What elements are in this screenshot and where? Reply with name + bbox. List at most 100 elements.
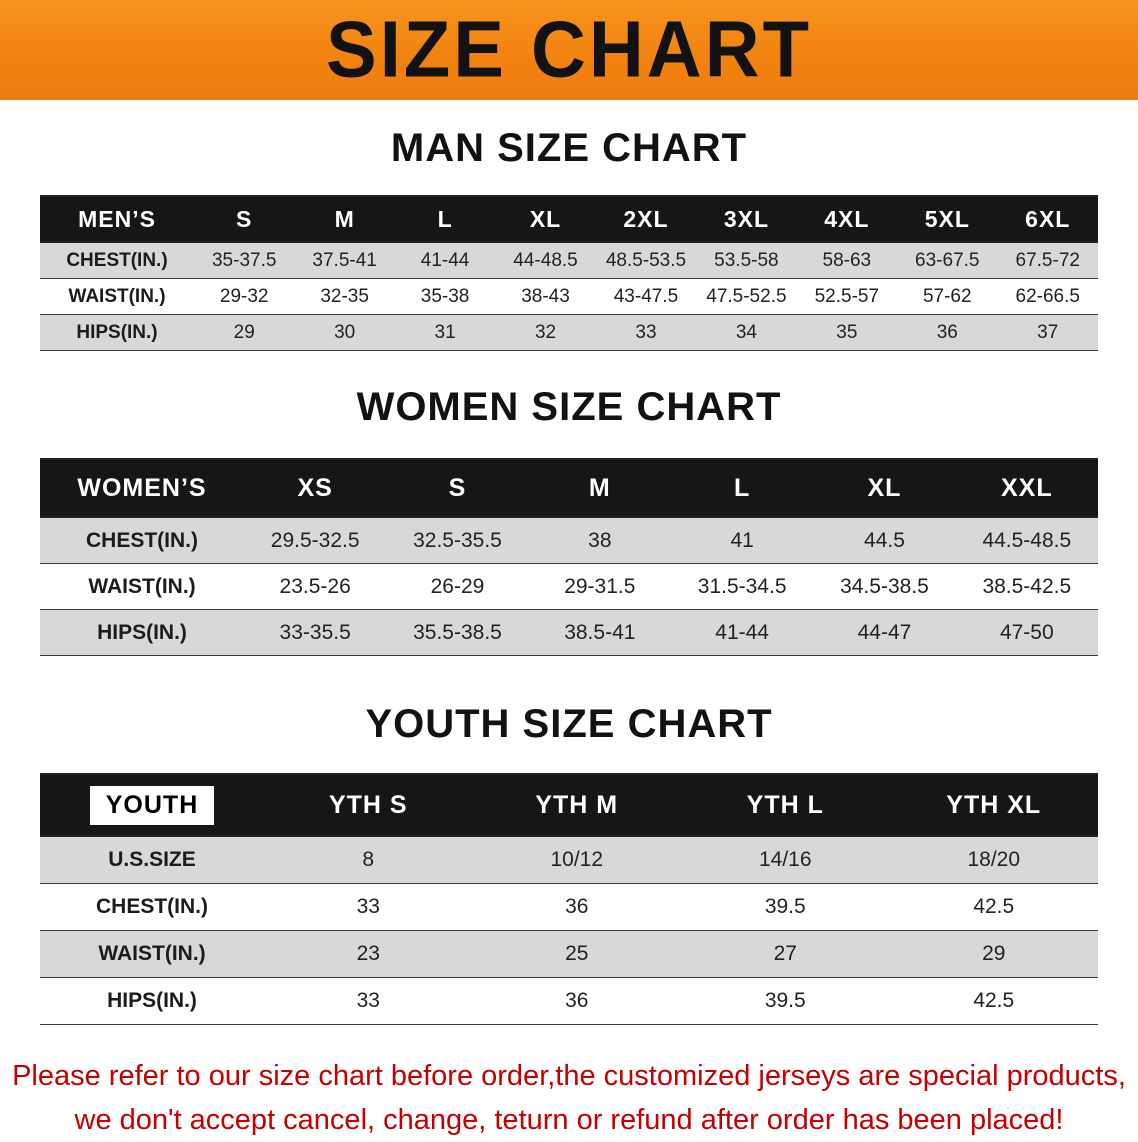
size-value-cell: 44.5 — [813, 517, 955, 564]
row-label: HIPS(IN.) — [40, 315, 194, 351]
size-value-cell: 38-43 — [495, 279, 595, 315]
size-value-cell: 29 — [890, 931, 1099, 978]
size-value-cell: 31 — [395, 315, 495, 351]
column-header: YTH M — [473, 774, 682, 836]
youth-size-chart-heading: YOUTH SIZE CHART — [0, 702, 1138, 747]
size-value-cell: 39.5 — [681, 978, 890, 1025]
size-value-cell: 29-31.5 — [529, 564, 671, 610]
column-header: XL — [495, 196, 595, 242]
size-value-cell: 35-38 — [395, 279, 495, 315]
size-value-cell: 29-32 — [194, 279, 294, 315]
column-header: 3XL — [696, 196, 796, 242]
size-value-cell: 23 — [264, 931, 473, 978]
size-value-cell: 29.5-32.5 — [244, 517, 386, 564]
size-value-cell: 44.5-48.5 — [956, 517, 1098, 564]
size-value-cell: 30 — [294, 315, 394, 351]
column-header: YTH S — [264, 774, 473, 836]
size-value-cell: 42.5 — [890, 884, 1099, 931]
row-label: HIPS(IN.) — [40, 978, 264, 1025]
size-value-cell: 57-62 — [897, 279, 997, 315]
size-value-cell: 35 — [797, 315, 897, 351]
column-header: S — [194, 196, 294, 242]
size-value-cell: 37.5-41 — [294, 242, 394, 279]
footnote-line-1: Please refer to our size chart before or… — [0, 1055, 1138, 1099]
size-value-cell: 35-37.5 — [194, 242, 294, 279]
size-value-cell: 42.5 — [890, 978, 1099, 1025]
size-value-cell: 8 — [264, 836, 473, 884]
row-label: WAIST(IN.) — [40, 931, 264, 978]
size-value-cell: 33 — [264, 978, 473, 1025]
size-value-cell: 39.5 — [681, 884, 890, 931]
row-label: CHEST(IN.) — [40, 242, 194, 279]
column-header: XL — [813, 459, 955, 517]
size-value-cell: 33 — [596, 315, 696, 351]
size-value-cell: 44-48.5 — [495, 242, 595, 279]
size-value-cell: 44-47 — [813, 610, 955, 656]
table-title-cell: WOMEN’S — [40, 459, 244, 517]
size-value-cell: 53.5-58 — [696, 242, 796, 279]
size-value-cell: 34.5-38.5 — [813, 564, 955, 610]
size-value-cell: 52.5-57 — [797, 279, 897, 315]
size-value-cell: 36 — [473, 978, 682, 1025]
size-value-cell: 35.5-38.5 — [386, 610, 528, 656]
size-value-cell: 41 — [671, 517, 813, 564]
column-header: M — [529, 459, 671, 517]
size-value-cell: 32-35 — [294, 279, 394, 315]
column-header: 5XL — [897, 196, 997, 242]
table-title-label: MEN’S — [78, 206, 156, 232]
size-value-cell: 36 — [473, 884, 682, 931]
size-value-cell: 47.5-52.5 — [696, 279, 796, 315]
row-label: CHEST(IN.) — [40, 884, 264, 931]
row-label: U.S.SIZE — [40, 836, 264, 884]
size-value-cell: 47-50 — [956, 610, 1098, 656]
column-header: L — [671, 459, 813, 517]
size-value-cell: 26-29 — [386, 564, 528, 610]
size-value-cell: 10/12 — [473, 836, 682, 884]
size-value-cell: 63-67.5 — [897, 242, 997, 279]
footnote-line-2: we don't accept cancel, change, teturn o… — [0, 1099, 1138, 1142]
man-size-chart-heading: MAN SIZE CHART — [0, 126, 1138, 171]
row-label: HIPS(IN.) — [40, 610, 244, 656]
size-value-cell: 14/16 — [681, 836, 890, 884]
table-title-cell: MEN’S — [40, 196, 194, 242]
row-label: WAIST(IN.) — [40, 564, 244, 610]
size-value-cell: 37 — [998, 315, 1099, 351]
column-header: XS — [244, 459, 386, 517]
size-chart-banner: SIZE CHART — [0, 0, 1138, 100]
column-header: 6XL — [998, 196, 1099, 242]
column-header: 2XL — [596, 196, 696, 242]
size-value-cell: 31.5-34.5 — [671, 564, 813, 610]
size-value-cell: 43-47.5 — [596, 279, 696, 315]
row-label: WAIST(IN.) — [40, 279, 194, 315]
footnote-disclaimer: Please refer to our size chart before or… — [0, 1055, 1138, 1142]
size-value-cell: 38.5-42.5 — [956, 564, 1098, 610]
size-value-cell: 32.5-35.5 — [386, 517, 528, 564]
column-header: YTH XL — [890, 774, 1099, 836]
column-header: YTH L — [681, 774, 890, 836]
table-title-label: WOMEN’S — [77, 474, 206, 502]
table-title-label: YOUTH — [90, 786, 215, 825]
column-header: XXL — [956, 459, 1098, 517]
size-value-cell: 18/20 — [890, 836, 1099, 884]
size-value-cell: 32 — [495, 315, 595, 351]
size-value-cell: 48.5-53.5 — [596, 242, 696, 279]
size-value-cell: 29 — [194, 315, 294, 351]
size-value-cell: 34 — [696, 315, 796, 351]
column-header: M — [294, 196, 394, 242]
size-value-cell: 41-44 — [395, 242, 495, 279]
column-header: L — [395, 196, 495, 242]
